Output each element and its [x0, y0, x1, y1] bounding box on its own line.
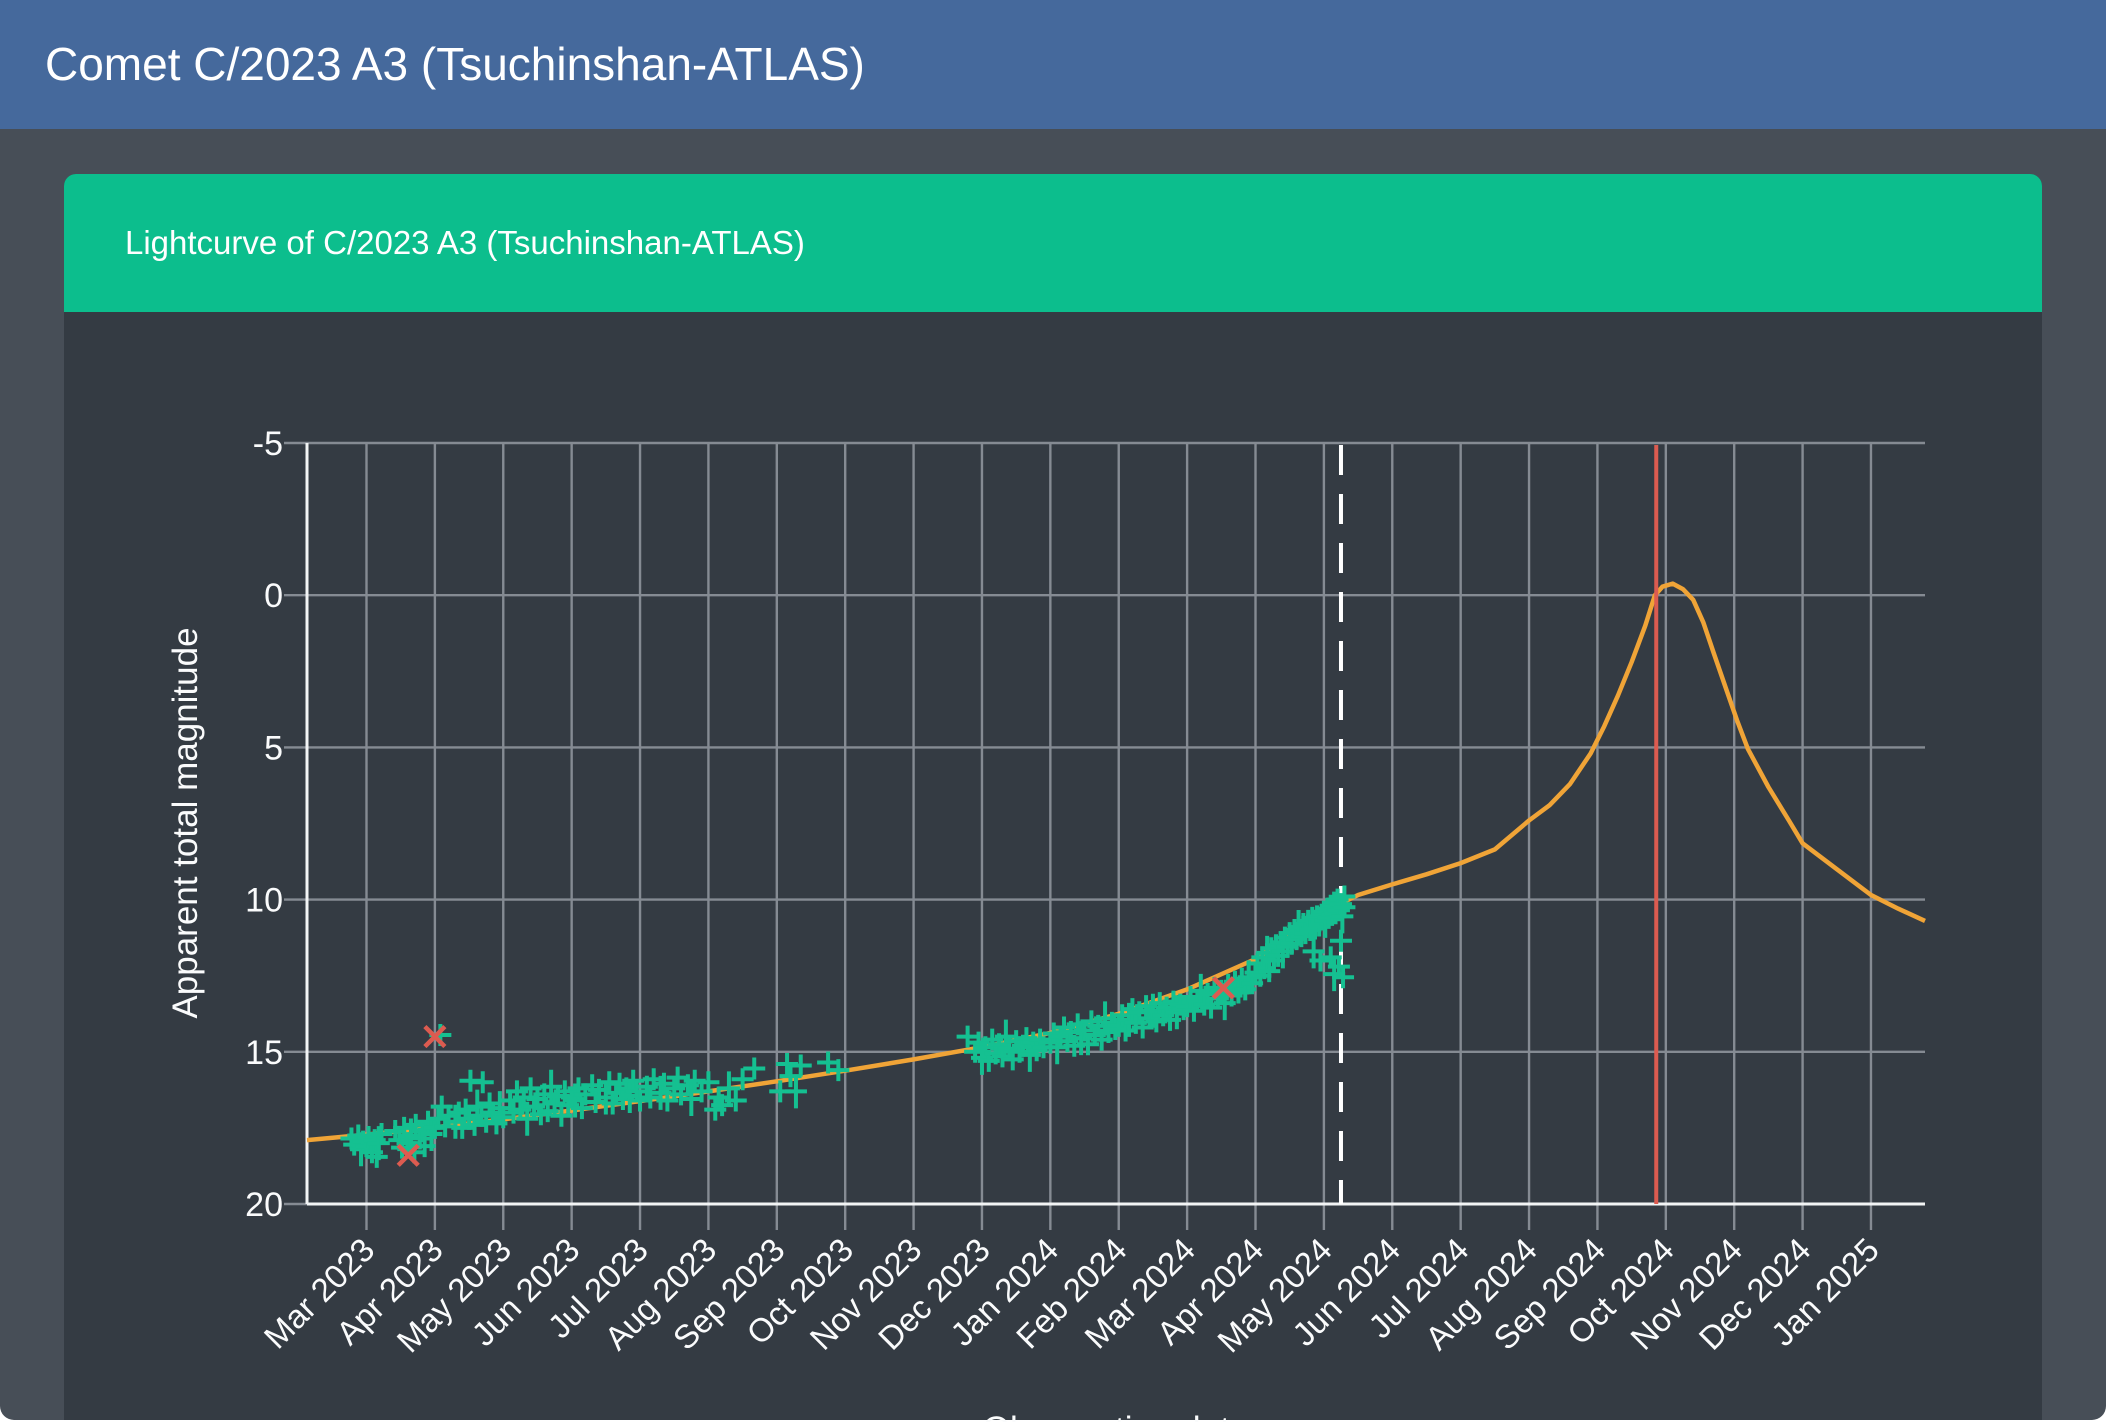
page-title: Comet C/2023 A3 (Tsuchinshan-ATLAS)	[45, 38, 865, 90]
app-header: Comet C/2023 A3 (Tsuchinshan-ATLAS)	[0, 0, 2106, 129]
card-title: Lightcurve of C/2023 A3 (Tsuchinshan-ATL…	[125, 224, 805, 261]
card-header: Lightcurve of C/2023 A3 (Tsuchinshan-ATL…	[64, 174, 2042, 312]
page-background: Lightcurve of C/2023 A3 (Tsuchinshan-ATL…	[0, 129, 2106, 1420]
lightcurve-card: Lightcurve of C/2023 A3 (Tsuchinshan-ATL…	[64, 174, 2042, 1420]
